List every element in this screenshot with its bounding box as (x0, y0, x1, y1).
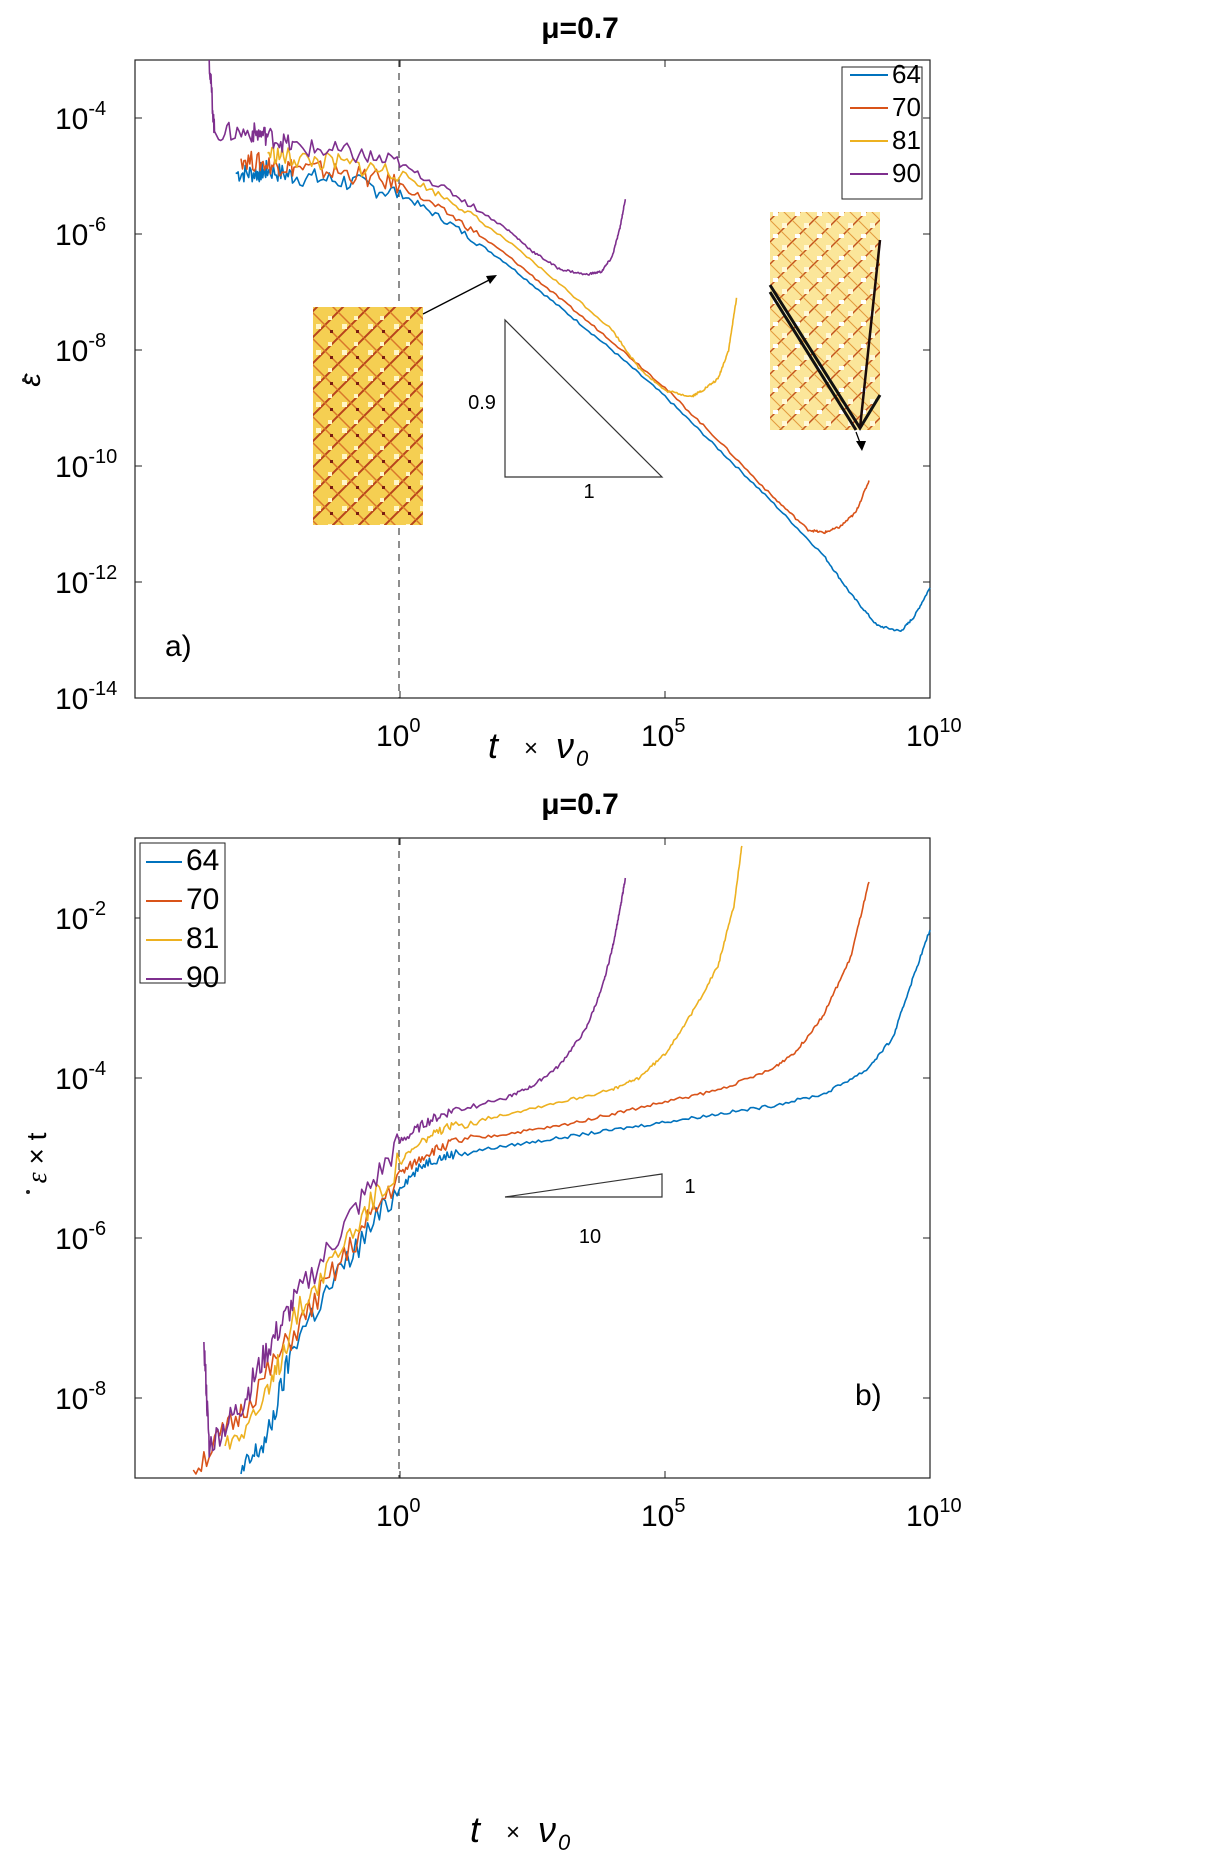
panel-b-slope-vertical-label: 1 (684, 1176, 695, 1198)
svg-text:ν: ν (538, 1809, 556, 1850)
y-tick-label: 10-2 (55, 898, 106, 936)
panel-b-axes-box (134, 837, 931, 1479)
panel-a-title: μ=0.7 (541, 12, 619, 45)
y-tick-label: 10-10 (55, 446, 117, 484)
panel-a-slope-vertical-label: 0.9 (468, 392, 496, 414)
legend-label-81: 81 (186, 922, 219, 955)
panel-b-label: b) (855, 1379, 882, 1412)
panel-a-slope-horizontal-label: 1 (583, 481, 594, 503)
svg-text:0: 0 (558, 1830, 571, 1850)
legend-label-64: 64 (186, 844, 219, 877)
panel-a-axes-box (134, 59, 931, 699)
legend-label-90: 90 (186, 961, 219, 994)
panel-b-xlabel: t × ν 0 (470, 1809, 571, 1850)
x-tick-label: 100 (376, 715, 421, 753)
panel-a-slope-triangle (504, 318, 664, 478)
y-tick-label: 10-8 (55, 1378, 106, 1416)
y-tick-label: 10-12 (55, 562, 117, 600)
series-line-81 (267, 146, 738, 398)
panel-a-series (208, 59, 931, 632)
panel-b-slope-triangle (504, 1173, 663, 1198)
panel-b-ylabel: ε × t (21, 1132, 53, 1194)
series-line-70 (240, 150, 870, 535)
legend-label-64: 64 (892, 59, 921, 89)
inset-arrowhead-early (486, 275, 497, 284)
inset-snapshot-early (313, 307, 423, 525)
series-line-70 (192, 881, 870, 1475)
y-tick-label: 10-6 (55, 214, 106, 252)
panel-a-xlabel: t × ν 0 (488, 725, 589, 771)
svg-text:t: t (488, 725, 500, 766)
legend-label-70: 70 (186, 883, 219, 916)
y-tick-label: 10-8 (55, 330, 106, 368)
legend-label-90: 90 (892, 158, 921, 188)
x-tick-label: 1010 (906, 715, 962, 753)
x-tick-label: 105 (641, 715, 686, 753)
legend-label-81: 81 (892, 125, 921, 155)
svg-text:ε: ε (14, 373, 47, 387)
x-tick-label: 105 (641, 1495, 686, 1533)
panel-b-title: μ=0.7 (541, 788, 619, 821)
y-tick-label: 10-4 (55, 1058, 106, 1096)
y-tick-label: 10-4 (55, 98, 106, 136)
series-line-64 (235, 159, 931, 632)
svg-text:ε × t: ε × t (21, 1132, 53, 1183)
x-tick-label: 1010 (906, 1495, 962, 1533)
series-line-90 (203, 877, 627, 1458)
panel-a-ylabel: ε (14, 373, 47, 387)
y-tick-label: 10-6 (55, 1218, 106, 1256)
inset-arrow-early (422, 276, 496, 315)
panel-b-legend-box (139, 842, 226, 984)
panel-b-slope-horizontal-label: 10 (579, 1226, 601, 1248)
series-line-64 (240, 929, 931, 1475)
svg-text:ν: ν (556, 725, 574, 766)
svg-text:t: t (470, 1809, 482, 1850)
x-tick-label: 100 (376, 1495, 421, 1533)
panel-a-ticks: 100 105 1010 10-4 10-6 10-8 10-10 10-12 10-14 (55, 60, 962, 753)
inset-arrowhead-late (856, 441, 866, 451)
inset-shear-band-2 (858, 239, 882, 429)
panel-a-legend-box (841, 66, 923, 200)
legend-label-70: 70 (892, 92, 921, 122)
panel-b-ticks: 100 105 1010 10-2 10-4 10-6 10-8 (55, 838, 962, 1533)
panel-b-legend: 64 70 81 90 (139, 842, 226, 994)
y-tick-label: 10-14 (55, 678, 117, 716)
panel-a: μ=0.7 100 105 101010-410-610-810-1010-1210… (14, 12, 962, 771)
series-line-81 (224, 845, 743, 1450)
panel-b: μ=0.7 100 105 1010 10-2 10-4 10-6 10-8 1 10 b)… (21, 788, 962, 1850)
panel-b-series (192, 845, 931, 1475)
svg-text:×: × (506, 1819, 520, 1846)
svg-text:×: × (524, 735, 538, 762)
series-line-90 (208, 59, 627, 276)
svg-text:0: 0 (576, 746, 589, 771)
panel-a-label: a) (165, 630, 192, 663)
